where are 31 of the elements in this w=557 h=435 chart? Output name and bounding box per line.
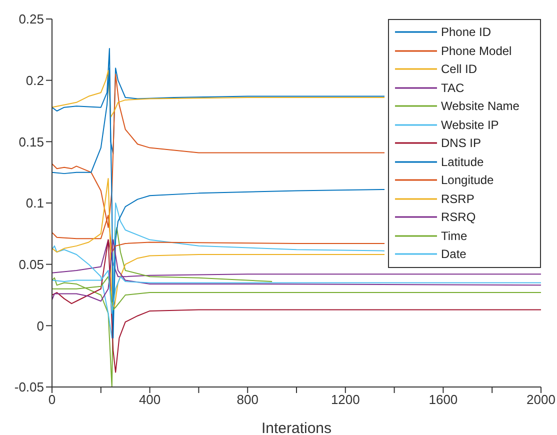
x-tick-label: 1600 (428, 392, 458, 408)
legend-label: DNS IP (441, 136, 482, 150)
legend-label: Longitude (441, 173, 494, 188)
line-series (52, 239, 541, 302)
legend-label: Date (441, 247, 466, 262)
y-tick-label: 0 (36, 318, 44, 334)
y-tick-label: -0.05 (14, 380, 44, 395)
legend-label: Phone ID (441, 25, 492, 40)
legend-label: Time (441, 228, 468, 243)
y-tick-label: 0.2 (26, 72, 44, 88)
legend-label: Cell ID (441, 62, 478, 76)
y-tick-label: 0.1 (26, 196, 44, 211)
legend-label: Phone Model (441, 44, 512, 58)
x-tick-label: 0 (48, 392, 56, 408)
x-tick-label: 1200 (330, 392, 360, 408)
y-tick-label: 0.25 (18, 12, 44, 27)
legend-label: RSRP (441, 192, 474, 206)
y-tick-label: 0.05 (18, 256, 44, 272)
x-tick-label: 800 (236, 392, 258, 408)
x-axis-title: Interations (261, 420, 332, 435)
x-tick-label: 2000 (526, 392, 556, 408)
legend-label: Latitude (441, 154, 484, 169)
legend-label: RSRQ (441, 210, 476, 224)
x-tick-label: 400 (138, 392, 161, 408)
line-series (52, 239, 541, 373)
legend-label: TAC (441, 80, 464, 95)
legend-label: Website Name (441, 99, 520, 114)
legend-label: Website IP (441, 118, 499, 132)
line-series (52, 70, 386, 118)
line-series (52, 178, 386, 308)
y-tick-label: 0.15 (18, 134, 44, 150)
